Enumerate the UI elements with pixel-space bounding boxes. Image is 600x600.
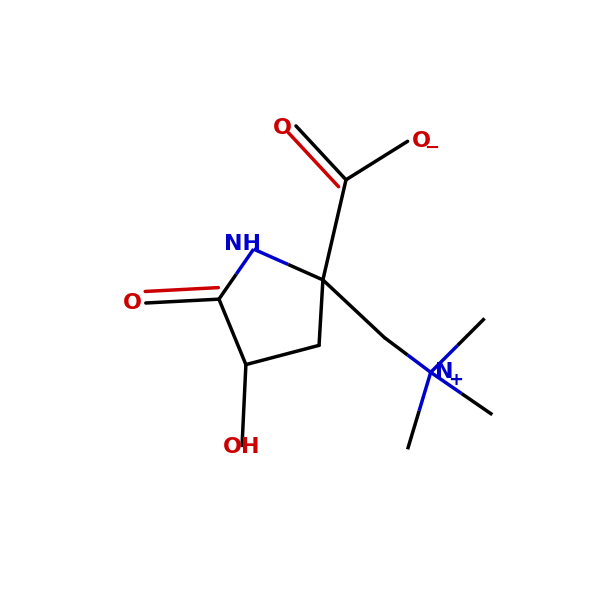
Text: N: N: [434, 362, 453, 382]
Text: +: +: [448, 371, 463, 389]
Text: O: O: [412, 131, 430, 151]
Text: OH: OH: [223, 437, 261, 457]
Text: O: O: [123, 293, 142, 313]
Text: O: O: [273, 118, 292, 138]
Text: NH: NH: [224, 233, 260, 254]
Text: −: −: [425, 139, 440, 157]
